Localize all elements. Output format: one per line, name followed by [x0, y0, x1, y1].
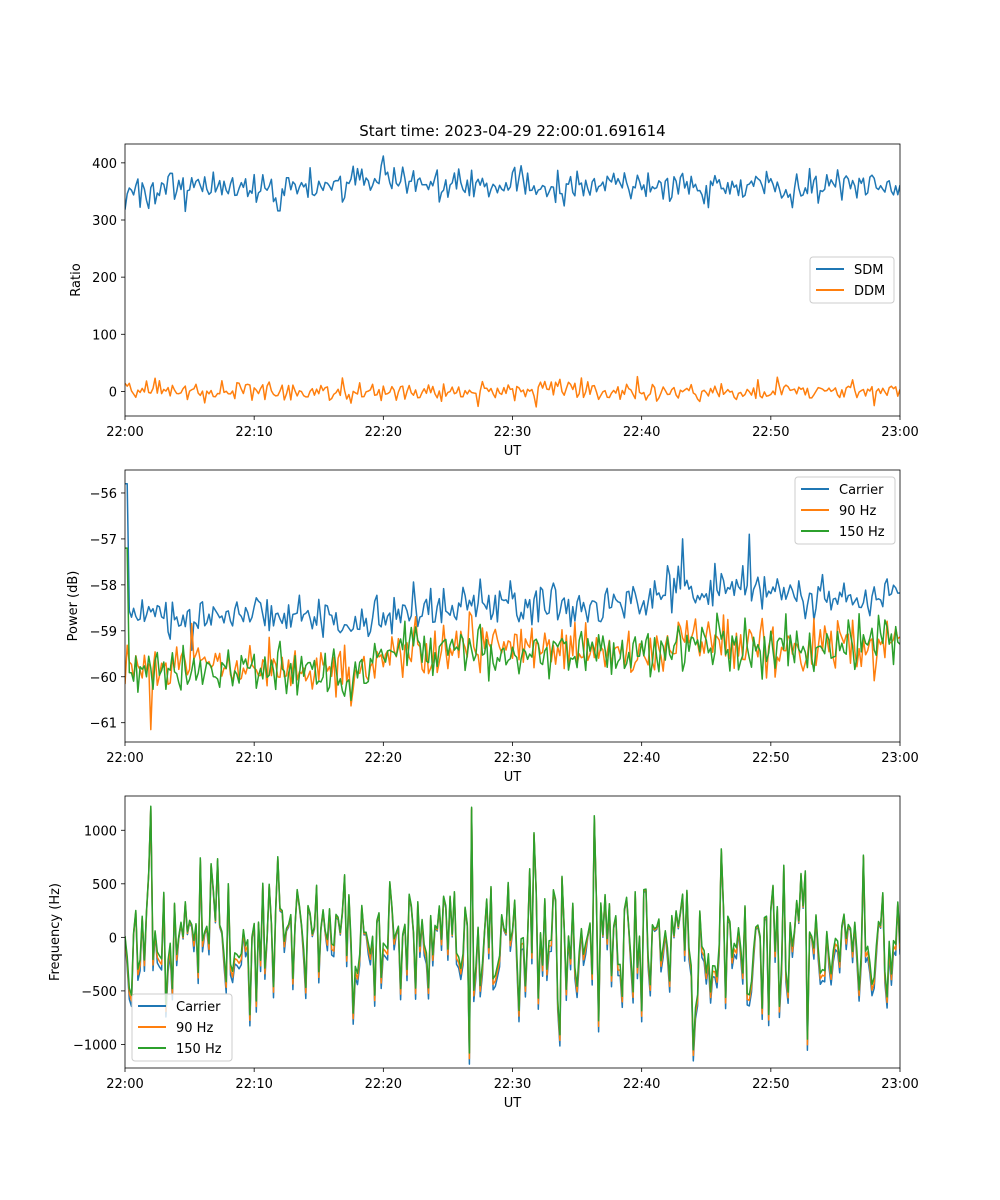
- legend-label: 150 Hz: [839, 525, 885, 540]
- y-tick-label: −59: [90, 625, 117, 640]
- legend-label: 90 Hz: [839, 504, 876, 519]
- x-tick-label: 23:00: [881, 425, 918, 440]
- x-tick-label: 22:20: [365, 751, 402, 766]
- y-tick-label: −58: [90, 579, 117, 594]
- x-axis-label: UT: [504, 1096, 522, 1111]
- y-tick-label: 0: [109, 385, 117, 400]
- legend-label: DDM: [854, 284, 885, 299]
- y-tick-label: −500: [81, 985, 117, 1000]
- legend-label: Carrier: [176, 1000, 221, 1015]
- legend-label: SDM: [854, 263, 883, 278]
- legend-label: Carrier: [839, 483, 884, 498]
- legend: [794, 476, 896, 545]
- series-line-sdm: [125, 155, 900, 213]
- x-tick-label: 22:30: [494, 425, 531, 440]
- y-tick-label: 200: [92, 271, 117, 286]
- x-tick-label: 22:10: [235, 1077, 272, 1092]
- legend: [131, 993, 233, 1062]
- y-axis-label: Ratio: [69, 263, 84, 296]
- x-tick-label: 22:40: [623, 751, 660, 766]
- y-axis-label: Frequency (Hz): [48, 883, 63, 981]
- legend-label: 150 Hz: [176, 1042, 222, 1057]
- y-tick-label: −57: [90, 533, 117, 548]
- y-tick-label: 400: [92, 157, 117, 172]
- x-tick-label: 22:10: [235, 425, 272, 440]
- frequency-panel: 22:00 22:10 22:20 22:30 22:40 22:50 23:00 −1000…: [48, 795, 919, 1111]
- y-tick-label: −61: [90, 717, 117, 732]
- series-line-carrier: [125, 483, 900, 652]
- x-tick-label: 22:40: [623, 1077, 660, 1092]
- series-line-150-hz: [125, 547, 900, 702]
- x-tick-label: 22:20: [365, 425, 402, 440]
- x-tick-label: 22:20: [365, 1077, 402, 1092]
- x-tick-label: 23:00: [881, 1077, 918, 1092]
- x-tick-label: 22:00: [106, 751, 143, 766]
- y-axis-label: Power (dB): [66, 571, 81, 642]
- power-panel: 22:00 22:10 22:20 22:30 22:40 22:50 23:00 −61 −6…: [66, 469, 919, 785]
- x-tick-label: 22:30: [494, 751, 531, 766]
- y-tick-label: 100: [92, 328, 117, 343]
- series-line-90-hz: [125, 611, 900, 731]
- plot-frame: [124, 143, 901, 417]
- y-tick-label: −56: [90, 487, 117, 502]
- y-tick-label: 500: [92, 878, 117, 893]
- y-tick-label: −60: [90, 671, 117, 686]
- x-tick-label: 22:40: [623, 425, 660, 440]
- x-tick-label: 22:50: [752, 751, 789, 766]
- series-line-150-hz: [125, 805, 900, 1054]
- ratio-panel: 22:00 22:10 22:20 22:30 22:40 22:50 23:00 0 100 2…: [69, 143, 919, 459]
- plot-frame: [124, 795, 901, 1069]
- x-axis-label: UT: [504, 444, 522, 459]
- x-axis-label: UT: [504, 770, 522, 785]
- x-tick-label: 22:50: [752, 425, 789, 440]
- y-tick-label: 300: [92, 214, 117, 229]
- x-tick-label: 23:00: [881, 751, 918, 766]
- figure-title: Start time: 2023-04-29 22:00:01.691614: [359, 122, 665, 140]
- series-line-ddm: [125, 375, 900, 408]
- legend-label: 90 Hz: [176, 1021, 213, 1036]
- y-tick-label: −1000: [73, 1038, 117, 1053]
- y-tick-label: 0: [109, 931, 117, 946]
- x-tick-label: 22:10: [235, 751, 272, 766]
- x-tick-label: 22:30: [494, 1077, 531, 1092]
- y-tick-label: 1000: [84, 824, 117, 839]
- plot-frame: [124, 469, 901, 743]
- x-tick-label: 22:00: [106, 425, 143, 440]
- x-tick-label: 22:00: [106, 1077, 143, 1092]
- x-tick-label: 22:50: [752, 1077, 789, 1092]
